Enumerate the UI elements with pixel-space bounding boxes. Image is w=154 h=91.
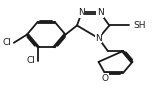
Text: Cl: Cl — [26, 57, 35, 65]
Text: SH: SH — [133, 21, 146, 30]
Text: N: N — [78, 8, 85, 17]
Text: N: N — [95, 34, 102, 43]
Text: N: N — [97, 8, 103, 17]
Text: O: O — [101, 74, 108, 83]
Text: Cl: Cl — [3, 38, 12, 47]
